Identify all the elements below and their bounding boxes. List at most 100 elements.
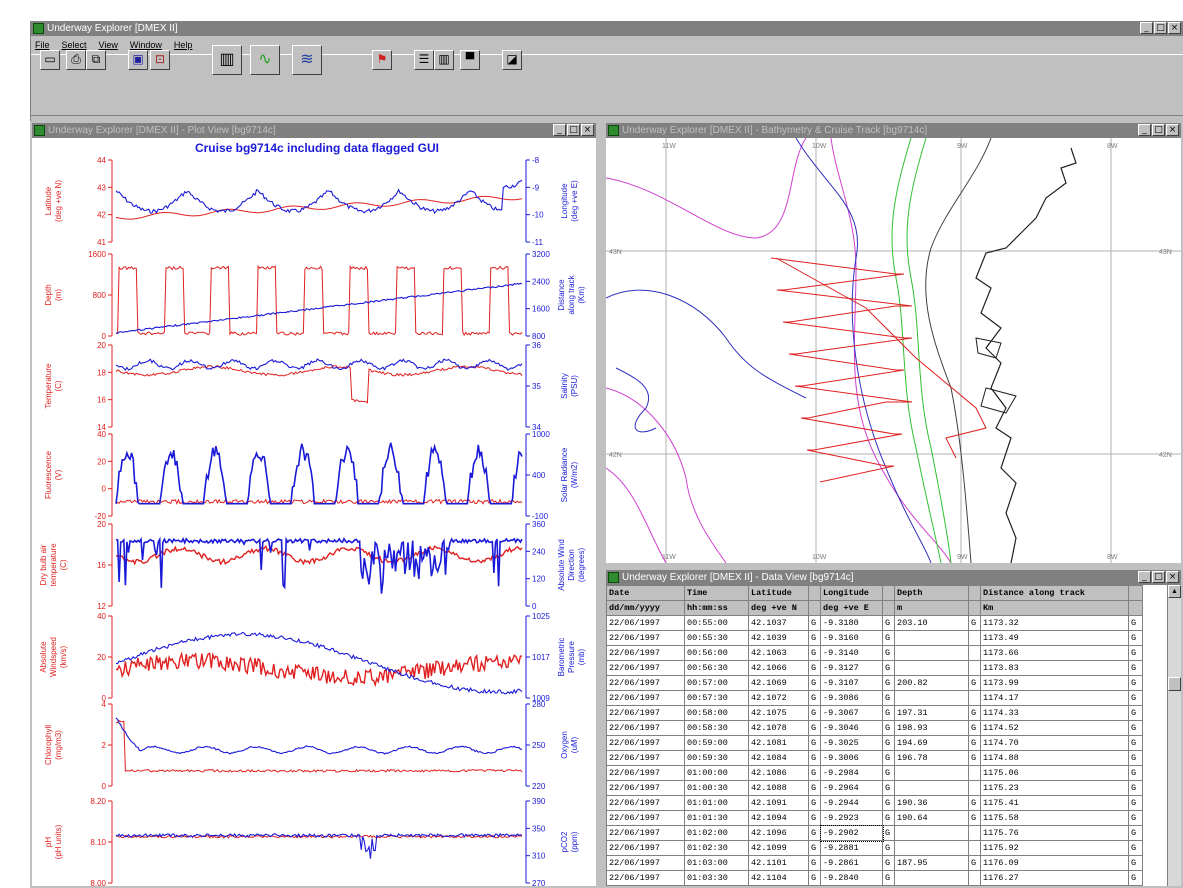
minimize-icon[interactable]: _ [1138,124,1151,136]
table-cell[interactable]: G [1128,840,1143,856]
table-cell[interactable]: G [1128,735,1143,751]
table-cell[interactable] [894,780,969,796]
table-row[interactable]: 22/06/1997 01:02:30 42.1099 G -9.2881 G 1175.9… [606,840,1143,856]
table-cell[interactable]: 1174.52 [980,720,1129,736]
table-cell[interactable]: 42.1099 [748,840,809,856]
data-view-titlebar[interactable]: Underway Explorer [DMEX II] - Data View … [606,570,1181,585]
menu-window[interactable]: Window [129,40,162,50]
table-row[interactable]: 22/06/1997 00:56:30 42.1066 G -9.3127 G 1173.8… [606,660,1143,676]
table-row[interactable]: 22/06/1997 00:58:00 42.1075 G -9.3067 G 197.31… [606,705,1143,721]
table-cell[interactable]: G [882,660,895,676]
table-row[interactable]: 22/06/1997 01:03:00 42.1101 G -9.2861 G 187.95… [606,855,1143,871]
plot-view-titlebar[interactable]: Underway Explorer [DMEX II] - Plot View … [32,123,596,138]
table-cell[interactable]: 42.1037 [748,615,809,631]
table-cell[interactable]: 01:03:00 [684,855,749,871]
table-cell[interactable]: 42.1104 [748,870,809,886]
table-cell[interactable]: 00:56:00 [684,645,749,661]
maximize-icon[interactable]: □ [567,124,580,136]
table-cell[interactable]: 42.1086 [748,765,809,781]
table-cell[interactable]: 197.31 [894,705,969,721]
table-cell[interactable]: -9.2944 [820,795,883,811]
table-cell[interactable]: -9.3086 [820,690,883,706]
column-header[interactable]: Time [684,585,749,601]
table-cell[interactable]: G [808,690,821,706]
table-cell[interactable]: 00:56:30 [684,660,749,676]
table-cell[interactable]: G [882,765,895,781]
table-cell[interactable]: 196.78 [894,750,969,766]
table-cell[interactable]: 22/06/1997 [606,855,685,871]
table-cell[interactable] [968,645,981,661]
table-cell[interactable]: 1175.41 [980,795,1129,811]
table-cell[interactable]: G [882,795,895,811]
table-cell[interactable]: 22/06/1997 [606,615,685,631]
table-cell[interactable]: 01:00:30 [684,780,749,796]
close-icon[interactable]: × [581,124,594,136]
table-row[interactable]: 22/06/1997 00:55:30 42.1039 G -9.3160 G 1173.4… [606,630,1143,646]
table-cell[interactable]: G [808,750,821,766]
table-cell[interactable]: 01:01:00 [684,795,749,811]
table-cell[interactable]: G [808,705,821,721]
table-cell[interactable] [968,765,981,781]
new-icon[interactable]: ▭ [40,50,60,70]
table-cell[interactable]: G [882,675,895,691]
table-cell[interactable]: 1173.99 [980,675,1129,691]
table-cell[interactable]: G [968,735,981,751]
table-cell[interactable]: 22/06/1997 [606,705,685,721]
table-cell[interactable]: 200.82 [894,675,969,691]
table-cell[interactable]: -9.2881 [820,840,883,856]
table-cell[interactable]: G [1128,720,1143,736]
table-cell[interactable]: 1176.09 [980,855,1129,871]
table-cell[interactable]: -9.3067 [820,705,883,721]
table-cell[interactable]: -9.3107 [820,675,883,691]
table-cell[interactable] [894,765,969,781]
table-cell[interactable]: 1175.23 [980,780,1129,796]
column-header[interactable]: Depth [894,585,969,601]
table-cell[interactable]: -9.2902 [819,824,884,842]
table-cell[interactable]: 190.36 [894,795,969,811]
table-cell[interactable]: 00:57:00 [684,675,749,691]
table-row[interactable]: 22/06/1997 00:55:00 42.1037 G -9.3180 G 203.10… [606,615,1143,631]
table-cell[interactable]: 187.95 [894,855,969,871]
table-cell[interactable]: G [882,840,895,856]
table-cell[interactable]: 1174.88 [980,750,1129,766]
table-cell[interactable]: 1173.66 [980,645,1129,661]
table-cell[interactable]: G [808,660,821,676]
table-cell[interactable]: 1174.70 [980,735,1129,751]
table-cell[interactable]: 42.1039 [748,630,809,646]
table-cell[interactable]: -9.2861 [820,855,883,871]
table-cell[interactable]: 22/06/1997 [606,840,685,856]
columns-icon[interactable]: ▥ [434,50,454,70]
column-header[interactable] [1128,585,1143,601]
table-cell[interactable]: 42.1091 [748,795,809,811]
table-cell[interactable] [968,690,981,706]
table-cell[interactable]: 22/06/1997 [606,630,685,646]
table-cell[interactable]: 22/06/1997 [606,645,685,661]
table-cell[interactable] [894,840,969,856]
table-cell[interactable]: 01:03:30 [684,870,749,886]
table-cell[interactable] [968,825,981,841]
table-cell[interactable]: G [808,645,821,661]
table-cell[interactable]: G [808,735,821,751]
maximize-icon[interactable]: □ [1152,571,1165,583]
table-cell[interactable]: G [968,795,981,811]
close-icon[interactable]: × [1166,124,1179,136]
table-icon[interactable]: ▀ [460,50,480,70]
table-cell[interactable]: G [1128,855,1143,871]
table-cell[interactable]: 22/06/1997 [606,750,685,766]
table-cell[interactable]: G [808,780,821,796]
menu-select[interactable]: Select [61,40,87,50]
table-cell[interactable]: G [882,645,895,661]
table-cell[interactable]: 00:55:00 [684,615,749,631]
table-cell[interactable]: 01:01:30 [684,810,749,826]
list-icon[interactable]: ☰ [414,50,434,70]
table-cell[interactable]: 198.93 [894,720,969,736]
table-cell[interactable]: -9.3127 [820,660,883,676]
table-cell[interactable]: 22/06/1997 [606,660,685,676]
table-cell[interactable]: G [882,630,895,646]
table-cell[interactable]: -9.2984 [820,765,883,781]
table-cell[interactable]: 194.69 [894,735,969,751]
table-row[interactable]: 22/06/1997 00:59:30 42.1084 G -9.3006 G 196.78… [606,750,1143,766]
print-icon[interactable]: ⎙ [66,50,86,70]
flag-icon[interactable]: ⚑ [372,50,392,70]
column-header[interactable] [882,585,895,601]
